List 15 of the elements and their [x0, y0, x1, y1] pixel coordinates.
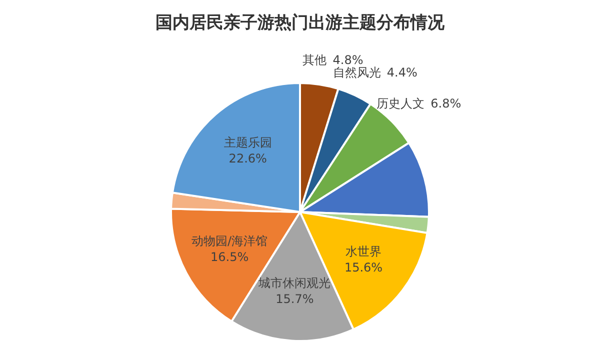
data-label: 16.5%: [210, 250, 249, 264]
slice-label: 历史人文: [376, 96, 425, 111]
data-label: 4.8%: [332, 52, 364, 67]
data-label: 15.7%: [276, 292, 314, 306]
slice-label: 水世界: [346, 244, 382, 259]
slice-label: 自然风光: [332, 66, 381, 80]
slice-label: 主题乐园: [224, 135, 272, 150]
slice-label: 城市休闲观光: [258, 276, 331, 290]
data-label: 6.8%: [430, 96, 462, 111]
slice-label: 其他: [302, 52, 327, 67]
chart-title: 国内居民亲子游热门出游主题分布情况: [154, 12, 446, 35]
slice-label: 动物园/海洋馆: [192, 234, 268, 248]
data-label: 22.6%: [228, 151, 267, 166]
data-label: 4.4%: [386, 66, 418, 80]
data-label: 15.6%: [344, 260, 383, 275]
